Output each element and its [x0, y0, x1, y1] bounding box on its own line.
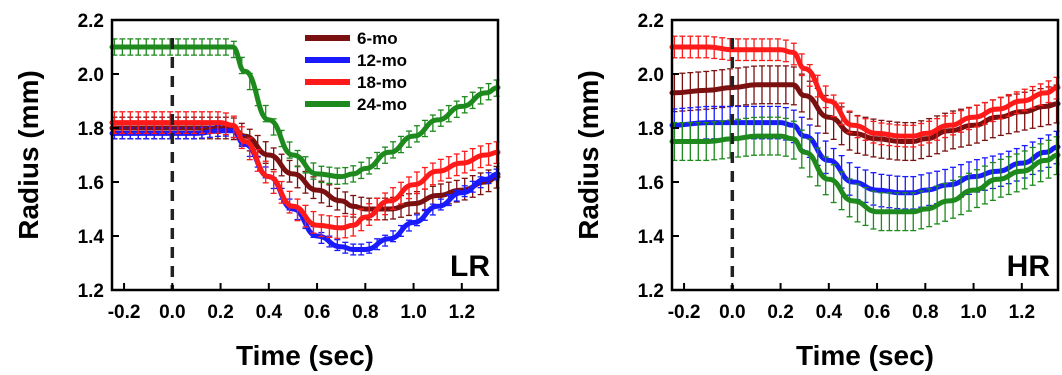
- x-tick-label: 0.0: [719, 302, 745, 323]
- series-18-mo: [109, 111, 501, 239]
- y-axis-title: Radius (mm): [573, 70, 604, 240]
- chart-panel-lr: -0.2 0.0 0.2 0.4 0.6 0.8 1.0 1.2 1.2 1.4 1.6 1.8 2.0…: [13, 11, 501, 371]
- x-axis-title: Time (sec): [236, 340, 374, 371]
- y-tick-label: 1.6: [638, 173, 664, 194]
- x-axis-title: Time (sec): [796, 340, 934, 371]
- x-tick-label: 0.2: [767, 302, 793, 323]
- series-18-mo: [669, 35, 1061, 148]
- legend-label: 24-mo: [357, 95, 407, 114]
- x-tick-label: -0.2: [108, 302, 141, 323]
- y-tick-label: 1.8: [638, 119, 664, 140]
- x-tick-label: 0.2: [207, 302, 233, 323]
- panel-label: HR: [1007, 250, 1051, 283]
- legend: 6-mo 12-mo 18-mo 24-mo: [305, 29, 407, 114]
- plot-frame: [110, 18, 500, 292]
- x-tick-label: -0.2: [668, 302, 701, 323]
- panel-label: LR: [450, 250, 490, 283]
- x-tick-label: 0.6: [304, 302, 330, 323]
- x-tick-label: 0.0: [159, 302, 185, 323]
- x-tick-label: 0.4: [816, 302, 843, 323]
- x-tick-label: 0.8: [912, 302, 938, 323]
- legend-label: 12-mo: [357, 51, 407, 70]
- y-tick-label: 2.0: [638, 65, 664, 86]
- x-tick-label: 0.8: [352, 302, 378, 323]
- y-axis-title: Radius (mm): [13, 70, 44, 240]
- series-24-mo: [109, 38, 501, 185]
- y-tick-label: 1.4: [78, 227, 105, 248]
- chart-panel-hr: -0.2 0.0 0.2 0.4 0.6 0.8 1.0 1.2 1.2 1.4 1.6 1.8 2.0…: [573, 11, 1061, 371]
- legend-label: 6-mo: [357, 29, 398, 48]
- legend-label: 18-mo: [357, 73, 407, 92]
- y-tick-label: 1.4: [638, 227, 665, 248]
- x-tick-label: 1.2: [1009, 302, 1035, 323]
- y-tick-label: 1.6: [78, 173, 104, 194]
- y-tick-label: 2.0: [78, 65, 104, 86]
- x-tick-label: 0.6: [864, 302, 890, 323]
- series-24-mo: [669, 116, 1061, 232]
- plot-frame: [670, 18, 1060, 292]
- y-tick-label: 2.2: [638, 11, 664, 32]
- y-tick-label: 1.2: [638, 281, 664, 302]
- x-tick-label: 1.2: [449, 302, 475, 323]
- x-tick-label: 1.0: [400, 302, 426, 323]
- y-tick-label: 1.2: [78, 281, 104, 302]
- x-tick-label: 0.4: [256, 302, 283, 323]
- y-tick-label: 1.8: [78, 119, 104, 140]
- x-tick-label: 1.0: [960, 302, 986, 323]
- y-tick-label: 2.2: [78, 11, 104, 32]
